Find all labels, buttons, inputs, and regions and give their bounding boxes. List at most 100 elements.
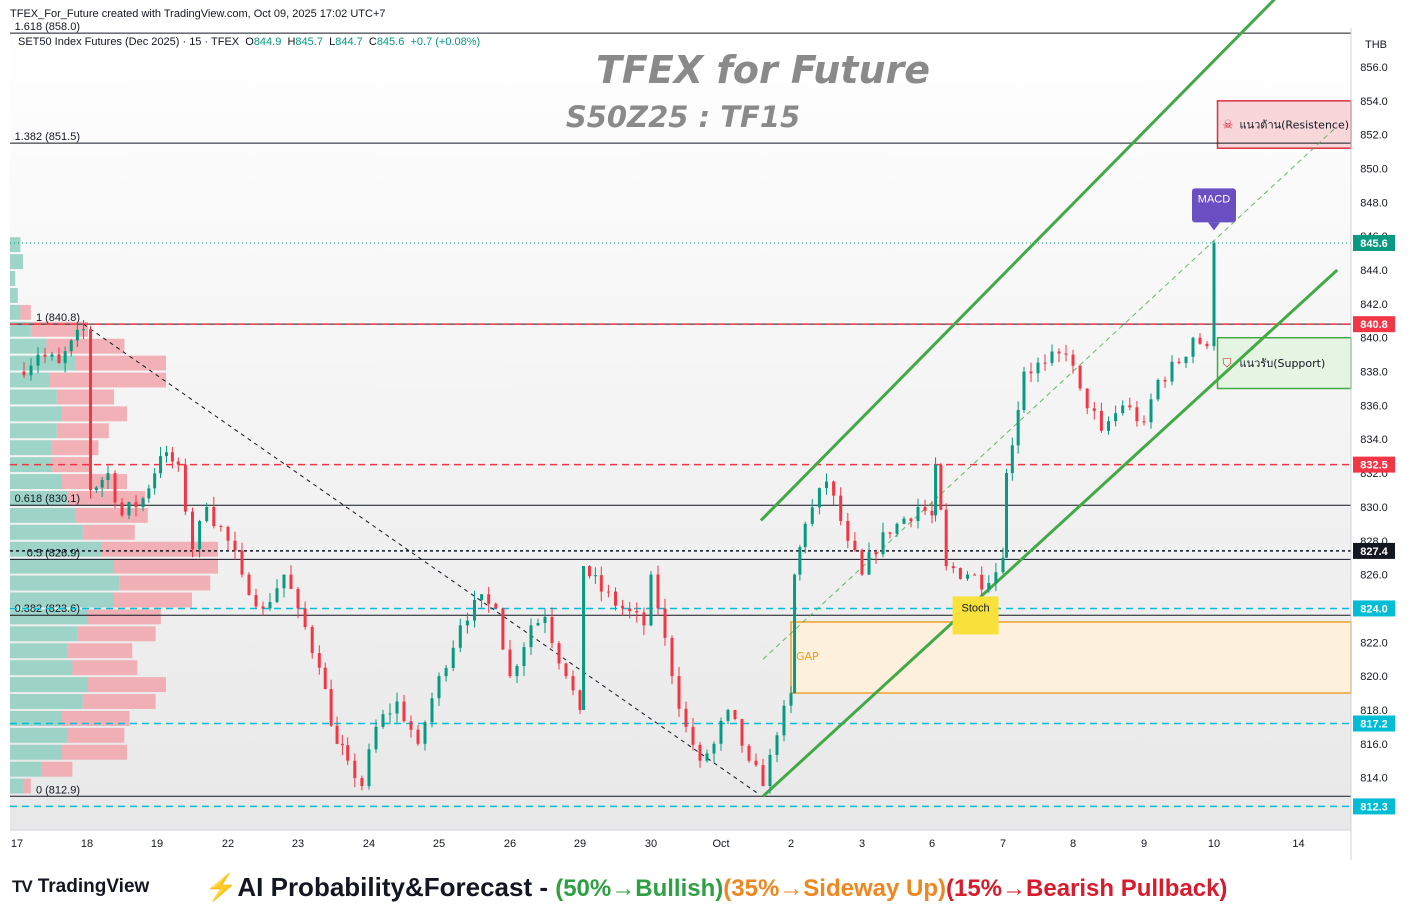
candle-body [670,637,674,677]
zone-0[interactable] [1216,100,1352,149]
candle-body [1184,356,1188,364]
candle-body [367,749,371,787]
time-tick-label: 24 [363,838,375,850]
candle-body [508,649,512,677]
candle-body [1057,351,1061,354]
candle-body [642,612,646,626]
volume-profile-up-bar [10,575,120,591]
level-price-tag-2 [1353,542,1395,559]
candle-body [902,518,906,524]
forecast-sideway: (35%→Sideway Up) [723,875,946,902]
chart-title: TFEX for Future [596,48,930,92]
volume-profile-down-bar [88,677,166,693]
time-tick-label: 23 [292,838,304,850]
stoch-annotation[interactable] [952,596,999,635]
candle-body [839,495,843,522]
currency-label: THB [1365,39,1387,51]
candle-body [444,668,448,677]
symbol-legend[interactable]: SET50 Index Futures (Dec 2025) · 15 · TF… [18,36,480,48]
candle-body [684,708,688,727]
macd-annotation[interactable] [1192,188,1236,223]
time-tick-label: 9 [1141,838,1147,850]
volume-profile-up-bar [10,237,21,253]
volume-profile-up-bar [10,389,57,405]
time-tick-label: 19 [151,838,163,850]
price-tick-label: 816.0 [1360,739,1388,751]
volume-profile-down-bar [75,507,148,523]
candle-body [775,735,779,755]
candle-body [29,365,33,376]
volume-profile-down-bar [30,321,88,337]
zone-2[interactable] [790,621,1352,694]
channel-lower-line[interactable] [761,268,1339,798]
price-chart[interactable]: แนวต้าน(Resistence)☠แนวรับ(Support)⛉GAP … [0,0,1413,860]
time-tick-label: 14 [1292,838,1304,850]
candle-body [303,608,307,627]
open-value: 844.9 [253,36,282,48]
price-tick-label: 848.0 [1360,197,1388,209]
candle-body [395,701,399,714]
volume-profile-up-bar [10,592,114,608]
candle-body [268,602,272,609]
channel-upper-line[interactable] [759,0,1311,522]
candle-body [635,611,639,613]
current-price-label: 845.6 [1360,238,1388,250]
candle-body [705,753,709,761]
candle-body [43,354,47,357]
price-tick-label: 852.0 [1360,130,1388,142]
candle-body [451,647,455,669]
time-tick-label: 3 [859,838,865,850]
candle-body [923,506,927,511]
volume-profile-down-bar [72,660,138,676]
candle-body [529,625,533,648]
candle-body [219,526,223,528]
candle-body [36,354,40,366]
candle-body [712,743,716,754]
volume-profile-up-bar [10,304,21,320]
candle-body [388,713,392,715]
tradingview-mark-icon: TV [12,877,33,896]
tradingview-logo[interactable]: TV TradingView [12,876,149,898]
candle-body [437,676,441,699]
candle-body [120,502,124,516]
time-tick-label: 25 [433,838,445,850]
candle-body [50,354,54,357]
downtrend-line[interactable] [83,323,760,795]
volume-profile-up-bar [10,778,23,794]
candle-body [958,568,962,579]
candle-body [113,473,117,503]
candle-body [754,760,758,766]
candle-body [832,481,836,496]
volume-profile-up-bar [10,507,75,523]
macd-annotation-label: MACD [1198,193,1230,205]
level-price-tag-5 [1353,798,1395,815]
candle-body [501,608,505,650]
volume-profile-down-bar [62,744,127,760]
volume-profile-up-bar [10,271,16,286]
plot-background [10,28,1351,830]
high-label: H [287,36,296,48]
fib-label-3: 0.618 (830.1) [15,493,80,505]
candle-body [522,647,526,667]
time-tick-label: 18 [81,838,93,850]
price-tick-label: 820.0 [1360,671,1388,683]
candle-body [1029,371,1033,374]
volume-profile-down-bar [62,474,127,489]
candle-body [340,743,344,746]
price-tick-label: 834.0 [1360,434,1388,446]
candle-body [656,574,660,609]
low-value: 844.7 [335,36,363,48]
candle-body [1177,361,1181,364]
candle-body [247,574,251,595]
volume-profile-down-bar [114,592,192,608]
created-note: TFEX_For_Future created with TradingView… [10,8,386,20]
volume-profile-up-bar [10,626,78,642]
candle-body [335,725,339,744]
candle-body [587,566,591,577]
time-tick-label: 10 [1208,838,1220,850]
candle-body [934,464,938,516]
candle-body [621,605,625,609]
zone-1[interactable] [1216,336,1352,390]
volume-profile-up-bar [10,660,73,676]
volume-profile-up-bar [10,321,31,337]
